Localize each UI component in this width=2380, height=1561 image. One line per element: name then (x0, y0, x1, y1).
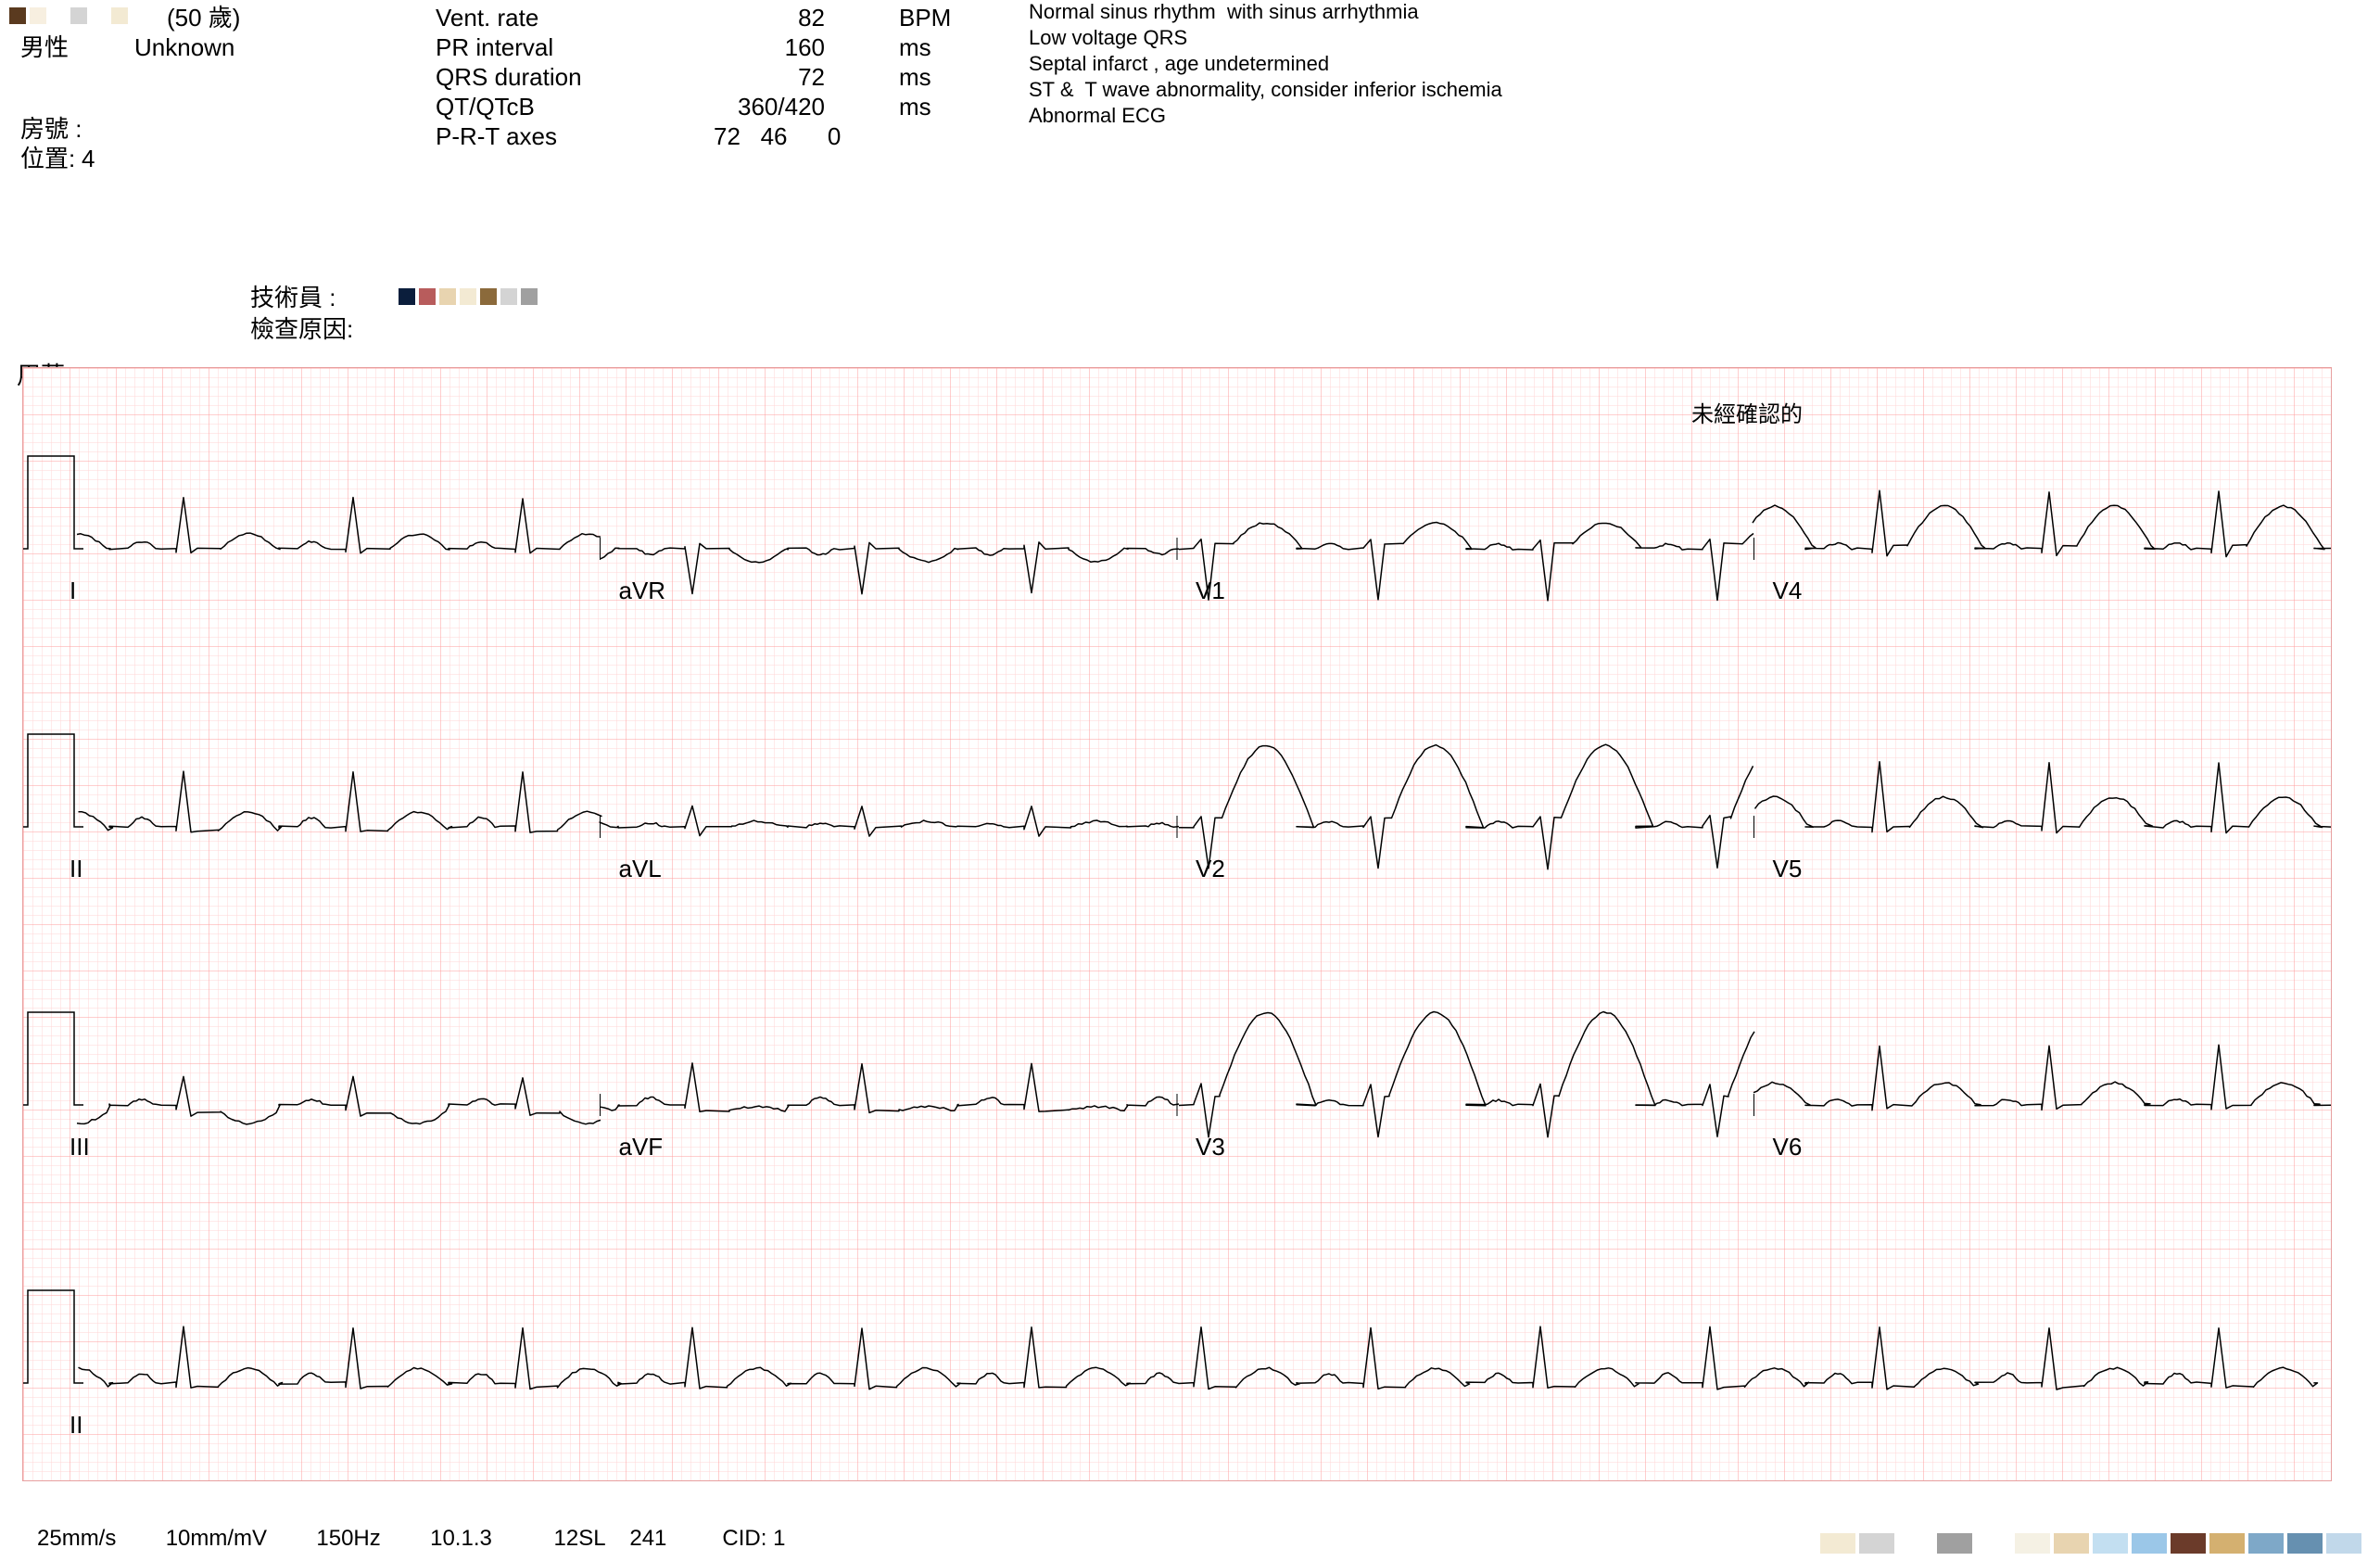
color-swatch (30, 7, 46, 24)
measurement-value: 82 (714, 4, 825, 32)
lead-label-V5: V5 (1773, 855, 1803, 883)
measurement-label: QRS duration (436, 63, 582, 91)
lead-label-V4: V4 (1773, 577, 1803, 605)
patient-unknown: Unknown (134, 33, 234, 61)
color-swatch (1976, 1533, 2011, 1554)
color-swatch (2015, 1533, 2050, 1554)
lead-label-aVL: aVL (619, 855, 662, 883)
color-swatch (2209, 1533, 2245, 1554)
interpretation-line: Low voltage QRS (1029, 26, 1187, 50)
measurement-value: 72 (714, 63, 825, 91)
color-swatch (70, 7, 87, 24)
color-swatch (399, 288, 415, 305)
lead-label-V3: V3 (1196, 1133, 1225, 1161)
lead-label-II: II (70, 855, 82, 883)
color-swatch (2287, 1533, 2323, 1554)
color-swatch (50, 7, 67, 24)
color-swatch (9, 7, 26, 24)
color-swatch (500, 288, 517, 305)
lead-label-II: II (70, 1411, 82, 1440)
color-swatch (2326, 1533, 2361, 1554)
measurement-unit: BPM (899, 4, 951, 32)
swatch-strip-technician (399, 288, 538, 305)
color-swatch (1820, 1533, 1855, 1554)
color-swatch (1859, 1533, 1894, 1554)
measurement-unit: ms (899, 63, 931, 91)
color-swatch (419, 288, 436, 305)
lead-label-III: III (70, 1133, 90, 1161)
color-swatch (480, 288, 497, 305)
color-swatch (2132, 1533, 2167, 1554)
location-value: 4 (82, 145, 95, 172)
color-swatch (2171, 1533, 2206, 1554)
swatch-strip-bottom (1820, 1533, 2361, 1554)
measurement-value: 160 (714, 33, 825, 61)
swatch-strip-top (9, 7, 128, 24)
color-swatch (2093, 1533, 2128, 1554)
location-label: 位置: (20, 145, 75, 172)
measurement-value: 360/420 (714, 93, 825, 121)
measurement-label: PR interval (436, 33, 553, 61)
lead-label-aVR: aVR (619, 577, 666, 605)
ecg-svg (23, 368, 2331, 1480)
color-swatch (439, 288, 456, 305)
color-swatch (2248, 1533, 2284, 1554)
interpretation-line: Septal infarct , age undetermined (1029, 52, 1329, 76)
measurement-unit: ms (899, 93, 931, 121)
reason-label: 檢查原因: (250, 315, 353, 343)
unconfirmed-label: 未經確認的 (1691, 396, 1803, 428)
measurement-label: Vent. rate (436, 4, 538, 32)
room-label: 房號 : (20, 115, 82, 143)
interpretation-line: ST & T wave abnormality, consider inferi… (1029, 78, 1502, 102)
lead-label-V2: V2 (1196, 855, 1225, 883)
interpretation-line: Normal sinus rhythm with sinus arrhythmi… (1029, 0, 1419, 24)
lead-label-V6: V6 (1773, 1133, 1803, 1161)
color-swatch (1898, 1533, 1933, 1554)
interpretation-line: Abnormal ECG (1029, 104, 1166, 128)
measurement-label: P-R-T axes (436, 122, 557, 150)
ecg-chart: 未經確認的 IaVR V1 V4 II aVL V2 V5 III aVF V3 V6 II (22, 367, 2332, 1481)
patient-age: (50 歲) (167, 4, 240, 32)
color-swatch (521, 288, 538, 305)
lead-label-aVF: aVF (619, 1133, 664, 1161)
measurement-value: 72 46 0 (714, 122, 825, 150)
patient-sex: 男性 (20, 33, 69, 61)
color-swatch (91, 7, 108, 24)
color-swatch (2054, 1533, 2089, 1554)
lead-label-I: I (70, 577, 76, 605)
measurement-label: QT/QTcB (436, 93, 535, 121)
color-swatch (1937, 1533, 1972, 1554)
technician-label: 技術員 : (250, 284, 335, 311)
color-swatch (460, 288, 476, 305)
color-swatch (111, 7, 128, 24)
footer-scale-text: 25mm/s 10mm/mV 150Hz 10.1.3 12SL 241 CID… (37, 1526, 785, 1552)
measurement-unit: ms (899, 33, 931, 61)
lead-label-V1: V1 (1196, 577, 1225, 605)
